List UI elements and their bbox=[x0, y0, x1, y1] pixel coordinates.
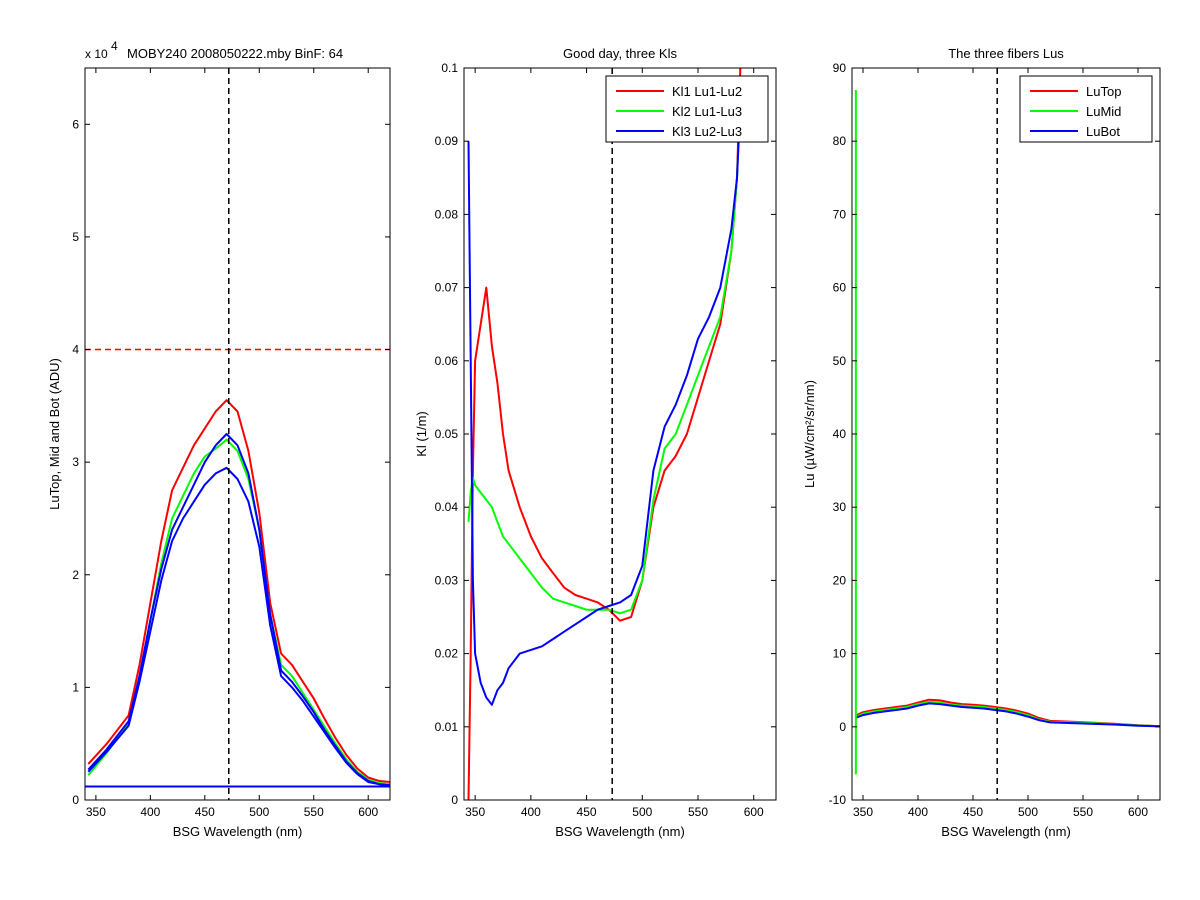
y-tick-label: 0.02 bbox=[435, 647, 459, 661]
y-tick-label: 0 bbox=[72, 793, 79, 807]
legend-entry: Kl3 Lu2-Lu3 bbox=[672, 124, 742, 139]
series-line-2 bbox=[467, 104, 742, 615]
x-tick-label: 400 bbox=[908, 805, 928, 819]
y-axis-label: LuTop, Mid and Bot (ADU) bbox=[47, 358, 62, 510]
x-tick-label: 400 bbox=[140, 805, 160, 819]
y-tick-label: 2 bbox=[72, 568, 79, 582]
series-line-1 bbox=[87, 399, 390, 783]
x-tick-label: 600 bbox=[1128, 805, 1148, 819]
series-line-1 bbox=[467, 68, 742, 800]
panel-title: Good day, three Kls bbox=[563, 46, 677, 61]
x-tick-label: 550 bbox=[688, 805, 708, 819]
y-axis-label: Lu (µW/cm²/sr/nm) bbox=[802, 380, 817, 488]
panel-title: The three fibers Lus bbox=[948, 46, 1064, 61]
x-tick-label: 500 bbox=[1018, 805, 1038, 819]
legend: Kl1 Lu1-Lu2 Kl2 Lu1-Lu3 Kl3 Lu2-Lu3 bbox=[605, 75, 769, 143]
y-tick-label: 90 bbox=[833, 61, 847, 75]
series-line-3 bbox=[467, 104, 742, 706]
plot-area bbox=[467, 68, 742, 800]
y-tick-label: 0.01 bbox=[435, 720, 459, 734]
y-tick-label: 0.06 bbox=[435, 354, 459, 368]
panel-3: 350 400 450 500 550 600 -10 0 10 20 30 40 50 60 70 80 90… bbox=[802, 46, 1161, 839]
x-tick-label: 500 bbox=[249, 805, 269, 819]
series-line-4 bbox=[87, 466, 390, 787]
y-tick-label: 1 bbox=[72, 680, 79, 694]
y-exponent-label: x 10 bbox=[85, 47, 108, 61]
legend-box bbox=[605, 75, 769, 143]
y-tick-label: 0.07 bbox=[435, 281, 459, 295]
legend-entry: LuTop bbox=[1086, 84, 1121, 99]
y-tick-label: 6 bbox=[72, 117, 79, 131]
x-tick-label: 400 bbox=[521, 805, 541, 819]
y-tick-label: 40 bbox=[833, 427, 847, 441]
y-tick-label: 0 bbox=[839, 720, 846, 734]
y-tick-label: 30 bbox=[833, 500, 847, 514]
x-tick-label: 550 bbox=[1073, 805, 1093, 819]
legend: LuTop LuMid LuBot bbox=[1019, 75, 1153, 143]
y-tick-label: 70 bbox=[833, 207, 847, 221]
panel-1: 350 400 450 500 550 600 0 1 2 3 4 5 6 BSG Wavelength … bbox=[47, 39, 391, 839]
x-tick-label: 450 bbox=[963, 805, 983, 819]
x-tick-label: 600 bbox=[744, 805, 764, 819]
y-tick-label: -10 bbox=[829, 793, 847, 807]
panel-title: MOBY240 2008050222.mby BinF: 64 bbox=[127, 46, 343, 61]
y-tick-label: 5 bbox=[72, 230, 79, 244]
y-tick-label: 3 bbox=[72, 455, 79, 469]
y-tick-label: 0.1 bbox=[441, 61, 458, 75]
panel-2: 350 400 450 500 550 600 0 0.01 0.02 0.03 0.04 0.05 0… bbox=[414, 46, 777, 839]
x-tick-label: 350 bbox=[86, 805, 106, 819]
axes-box bbox=[84, 67, 391, 801]
x-tick-label: 350 bbox=[465, 805, 485, 819]
y-axis-label: Kl (1/m) bbox=[414, 411, 429, 457]
y-tick-label: 0.05 bbox=[435, 427, 459, 441]
y-tick-label: 0.03 bbox=[435, 573, 459, 587]
y-tick-label: 20 bbox=[833, 573, 847, 587]
y-tick-label: 10 bbox=[833, 647, 847, 661]
y-tick-label: 80 bbox=[833, 134, 847, 148]
plot-area bbox=[854, 68, 1160, 800]
x-axis-label: BSG Wavelength (nm) bbox=[555, 824, 685, 839]
plot-area bbox=[85, 68, 390, 800]
y-tick-label: 50 bbox=[833, 354, 847, 368]
y-tick-label: 0.08 bbox=[435, 207, 459, 221]
y-exponent-power: 4 bbox=[111, 39, 118, 53]
x-tick-label: 600 bbox=[358, 805, 378, 819]
y-tick-label: 0 bbox=[451, 793, 458, 807]
x-axis-label: BSG Wavelength (nm) bbox=[941, 824, 1071, 839]
legend-entry: LuBot bbox=[1086, 124, 1120, 139]
x-tick-label: 500 bbox=[632, 805, 652, 819]
legend-entry: LuMid bbox=[1086, 104, 1121, 119]
x-tick-label: 450 bbox=[195, 805, 215, 819]
y-tick-label: 0.04 bbox=[435, 500, 459, 514]
legend-entry: Kl1 Lu1-Lu2 bbox=[672, 84, 742, 99]
y-tick-label: 0.09 bbox=[435, 134, 459, 148]
x-tick-label: 550 bbox=[304, 805, 324, 819]
y-tick-label: 60 bbox=[833, 281, 847, 295]
x-axis-label: BSG Wavelength (nm) bbox=[173, 824, 303, 839]
legend-entry: Kl2 Lu1-Lu3 bbox=[672, 104, 742, 119]
x-tick-label: 450 bbox=[577, 805, 597, 819]
y-tick-label: 4 bbox=[72, 343, 79, 357]
x-tick-label: 350 bbox=[853, 805, 873, 819]
series-line-3 bbox=[854, 702, 1160, 728]
